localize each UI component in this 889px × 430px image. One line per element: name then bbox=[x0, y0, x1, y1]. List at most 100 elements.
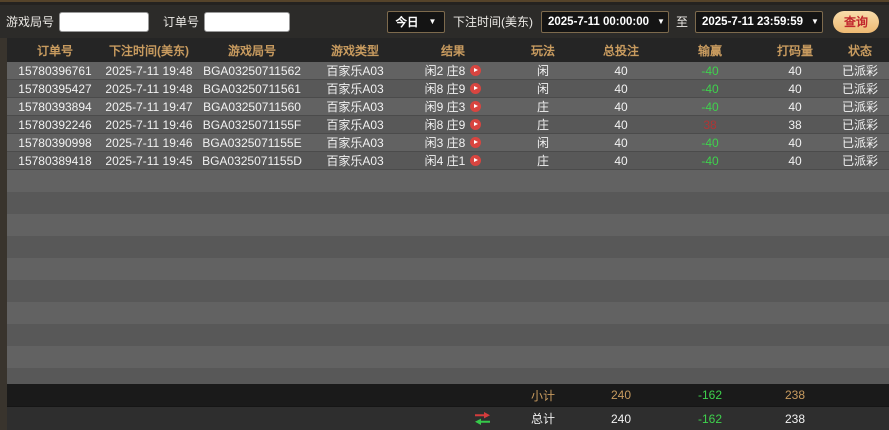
cell-play: 闲 bbox=[536, 64, 549, 78]
total-row: 总计 240 -162 238 bbox=[7, 406, 889, 430]
total-win-loss: -162 bbox=[697, 411, 723, 426]
table-row[interactable]: 15780392246 2025-7-11 19:46 BGA0325071155F… bbox=[7, 116, 889, 134]
subtotal-label: 小计 bbox=[530, 388, 555, 403]
table-row[interactable]: 15780396761 2025-7-11 19:48 BGA03250711562… bbox=[7, 62, 889, 80]
replay-play-icon[interactable] bbox=[470, 155, 482, 166]
cell-order-no: 15780390998 bbox=[18, 135, 92, 150]
cell-win-loss: -40 bbox=[701, 135, 719, 150]
subtotal-win-loss: -162 bbox=[697, 388, 723, 402]
column-header-game-type: 游戏类型 bbox=[330, 43, 379, 58]
cell-total-bet: 40 bbox=[614, 99, 628, 114]
result-text: 闲2 庄8 bbox=[424, 64, 466, 78]
cell-game-type: 百家乐A03 bbox=[326, 100, 384, 114]
cell-game-type: 百家乐A03 bbox=[326, 154, 384, 168]
subtotal-total-bet: 240 bbox=[610, 388, 632, 402]
table-row[interactable]: 15780393894 2025-7-11 19:47 BGA03250711560… bbox=[7, 98, 889, 116]
window-top-edge bbox=[0, 0, 889, 5]
cell-result: 闲4 庄1 bbox=[401, 152, 505, 169]
cell-turnover: 40 bbox=[788, 63, 802, 78]
cell-round-no: BGA03250711561 bbox=[203, 81, 301, 96]
cell-turnover: 40 bbox=[788, 135, 802, 150]
period-select[interactable]: 今日 ▼ bbox=[386, 10, 445, 33]
replay-play-icon[interactable] bbox=[470, 83, 482, 94]
cell-win-loss: -40 bbox=[701, 99, 719, 114]
cell-total-bet: 40 bbox=[614, 81, 628, 96]
subtotal-row: 小计 240 -162 238 bbox=[7, 384, 889, 406]
game-round-input[interactable] bbox=[59, 11, 150, 32]
cell-order-no: 15780396761 bbox=[18, 63, 92, 78]
cell-status: 已派彩 bbox=[841, 136, 878, 150]
cell-win-loss: -40 bbox=[701, 63, 719, 78]
replay-play-icon[interactable] bbox=[470, 119, 482, 130]
replay-play-icon[interactable] bbox=[470, 137, 482, 148]
result-text: 闲4 庄1 bbox=[424, 154, 466, 168]
cell-status: 已派彩 bbox=[841, 82, 878, 96]
cell-play: 闲 bbox=[536, 82, 549, 96]
period-select-value: 今日 bbox=[395, 16, 419, 29]
cell-win-loss: -40 bbox=[701, 81, 719, 96]
cell-status: 已派彩 bbox=[841, 154, 878, 168]
column-header-play: 玩法 bbox=[530, 43, 555, 58]
order-no-label: 订单号 bbox=[163, 15, 200, 29]
table-row[interactable]: 15780390998 2025-7-11 19:46 BGA0325071155E… bbox=[7, 134, 889, 152]
cell-order-no: 15780393894 bbox=[18, 99, 92, 114]
table-row[interactable]: 15780395427 2025-7-11 19:48 BGA03250711561… bbox=[7, 80, 889, 98]
cell-bet-time: 2025-7-11 19:48 bbox=[105, 63, 193, 78]
column-header-win-loss: 输赢 bbox=[697, 43, 722, 58]
chevron-down-icon: ▼ bbox=[657, 17, 665, 26]
cell-status: 已派彩 bbox=[841, 64, 878, 78]
result-text: 闲3 庄8 bbox=[424, 136, 466, 150]
query-button[interactable]: 查询 bbox=[833, 10, 879, 33]
cell-game-type: 百家乐A03 bbox=[326, 64, 384, 78]
table-body: 15780396761 2025-7-11 19:48 BGA03250711562… bbox=[7, 62, 889, 170]
cell-turnover: 40 bbox=[788, 153, 802, 168]
cell-turnover: 40 bbox=[788, 99, 802, 114]
cell-order-no: 15780395427 bbox=[18, 81, 92, 96]
total-total-bet: 240 bbox=[610, 411, 632, 426]
date-from-select[interactable]: 2025-7-11 00:00:00 ▼ bbox=[540, 10, 669, 33]
refresh-swap-icon[interactable] bbox=[474, 412, 491, 425]
cell-status: 已派彩 bbox=[841, 100, 878, 114]
date-from-value: 2025-7-11 00:00:00 bbox=[547, 15, 650, 28]
cell-play: 庄 bbox=[536, 118, 549, 132]
cell-order-no: 15780392246 bbox=[18, 117, 92, 132]
column-header-status: 状态 bbox=[847, 43, 872, 58]
chevron-down-icon: ▼ bbox=[811, 17, 819, 26]
column-header-turnover: 打码量 bbox=[776, 43, 813, 58]
cell-bet-time: 2025-7-11 19:47 bbox=[105, 99, 193, 114]
cell-order-no: 15780389418 bbox=[18, 153, 92, 168]
result-text: 闲9 庄3 bbox=[424, 100, 466, 114]
result-text: 闲8 庄9 bbox=[424, 82, 466, 96]
cell-result: 闲2 庄8 bbox=[401, 62, 505, 79]
replay-play-icon[interactable] bbox=[470, 101, 482, 112]
cell-round-no: BGA0325071155E bbox=[202, 135, 302, 150]
cell-status: 已派彩 bbox=[841, 118, 878, 132]
cell-play: 庄 bbox=[536, 154, 549, 168]
column-header-result: 结果 bbox=[440, 43, 465, 58]
cell-game-type: 百家乐A03 bbox=[326, 136, 384, 150]
cell-game-type: 百家乐A03 bbox=[326, 82, 384, 96]
total-label: 总计 bbox=[530, 412, 555, 426]
cell-game-type: 百家乐A03 bbox=[326, 118, 384, 132]
subtotal-turnover: 238 bbox=[784, 388, 806, 402]
cell-bet-time: 2025-7-11 19:45 bbox=[105, 153, 193, 168]
cell-bet-time: 2025-7-11 19:46 bbox=[105, 117, 193, 132]
cell-win-loss: 38 bbox=[703, 117, 717, 132]
table-row[interactable]: 15780389418 2025-7-11 19:45 BGA0325071155D… bbox=[7, 152, 889, 170]
chevron-down-icon: ▼ bbox=[428, 17, 437, 26]
cell-round-no: BGA03250711560 bbox=[203, 99, 301, 114]
column-header-total-bet: 总投注 bbox=[602, 43, 639, 58]
order-no-input[interactable] bbox=[204, 11, 291, 32]
cell-bet-time: 2025-7-11 19:46 bbox=[105, 135, 193, 150]
date-to-select[interactable]: 2025-7-11 23:59:59 ▼ bbox=[695, 10, 823, 33]
cell-total-bet: 40 bbox=[614, 153, 628, 168]
cell-result: 闲8 庄9 bbox=[401, 116, 505, 133]
replay-play-icon[interactable] bbox=[470, 65, 482, 76]
cell-total-bet: 40 bbox=[614, 135, 628, 150]
bet-time-label: 下注时间(美东) bbox=[452, 15, 533, 29]
game-round-label: 游戏局号 bbox=[6, 15, 55, 29]
filter-bar: 游戏局号 订单号 今日 ▼ 下注时间(美东) 2025-7-11 00:00:0… bbox=[0, 5, 889, 38]
cell-turnover: 40 bbox=[788, 81, 802, 96]
column-header-round-no: 游戏局号 bbox=[227, 43, 276, 58]
